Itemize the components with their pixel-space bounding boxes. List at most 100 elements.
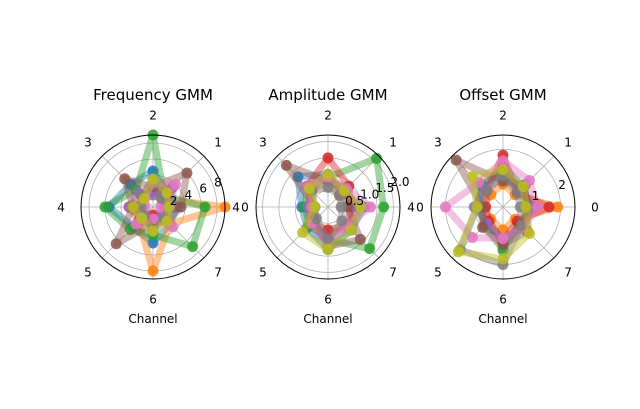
offset-gmm-panel: Offset GMM Channel 1 2 0 1 2 3 4 5 6 7: [407, 86, 599, 326]
data-point: [466, 170, 478, 182]
angle-tick-label: 5: [84, 266, 92, 280]
data-point: [135, 201, 147, 213]
data-point: [532, 201, 544, 213]
series-8: [297, 168, 367, 256]
polar-frame: [80, 134, 226, 280]
x-axis-label: Channel: [478, 312, 527, 326]
data-point: [552, 201, 564, 213]
angle-tick-label: 3: [84, 135, 92, 149]
angle-tick-label: 0: [591, 201, 599, 215]
angle-tick-label: 6: [324, 293, 332, 307]
data-point: [147, 237, 159, 249]
data-point: [147, 213, 159, 225]
data-point: [187, 241, 199, 253]
angle-tick-label: 7: [389, 266, 397, 280]
data-point: [322, 181, 334, 193]
angle-tick-label: 3: [434, 135, 442, 149]
radial-tick-label: 1: [532, 189, 540, 203]
data-point: [292, 171, 304, 183]
angle-tick-label: 0: [416, 201, 424, 215]
data-point: [466, 232, 478, 244]
series-layer: [280, 152, 390, 256]
data-point: [139, 193, 151, 205]
data-point: [127, 201, 139, 213]
data-point: [147, 189, 159, 201]
data-point: [322, 234, 334, 246]
data-point: [543, 201, 555, 213]
data-point: [181, 167, 193, 179]
data-point: [523, 227, 535, 239]
angle-tick-label: 5: [259, 266, 267, 280]
data-point: [371, 152, 383, 164]
polar-frame: [430, 134, 576, 280]
polar-frame: [255, 134, 401, 280]
data-point: [147, 173, 159, 185]
angle-tick-label: 7: [564, 266, 572, 280]
amplitude-gmm-panel: Amplitude GMM Channel 0.51.01.52.0 0 1 2 3 4 5…: [232, 86, 424, 326]
series-layer: [439, 149, 564, 271]
chart-title: Frequency GMM: [93, 86, 213, 104]
data-point: [147, 225, 159, 237]
data-point: [175, 201, 187, 213]
angle-tick-label: 2: [324, 109, 332, 123]
data-point: [517, 181, 529, 193]
data-point: [354, 233, 366, 245]
data-point: [99, 201, 111, 213]
data-point: [452, 246, 464, 258]
data-point: [520, 201, 532, 213]
angle-tick-label: 6: [149, 293, 157, 307]
data-point: [515, 219, 527, 231]
data-point: [147, 265, 159, 277]
angle-tick-label: 2: [149, 109, 157, 123]
radial-tick-label: 1.0: [360, 187, 379, 201]
data-point: [147, 165, 159, 177]
data-point: [477, 221, 489, 233]
angle-tick-label: 1: [564, 135, 572, 149]
data-point: [497, 164, 509, 176]
data-point: [439, 201, 451, 213]
radial-tick-label: 1.5: [375, 181, 394, 195]
data-point: [297, 226, 309, 238]
data-point: [378, 201, 390, 213]
label-layer: 1 2 0 1 2 3 4 5 6 7: [407, 109, 599, 307]
angle-tick-label: 1: [389, 135, 397, 149]
radial-tick-label: 2: [558, 178, 566, 192]
angle-tick-label: 0: [241, 201, 249, 215]
angle-tick-label: 4: [407, 201, 415, 215]
chart-title: Offset GMM: [459, 86, 546, 104]
data-point: [309, 201, 321, 213]
series-layer: [99, 129, 231, 277]
data-point: [322, 168, 334, 180]
data-point: [136, 212, 148, 224]
data-point: [161, 215, 173, 227]
data-point: [322, 244, 334, 256]
data-point: [161, 187, 173, 199]
angle-tick-label: 5: [434, 266, 442, 280]
data-point: [497, 253, 509, 265]
radial-tick-label: 4: [185, 188, 193, 202]
radial-tick-label: 2.0: [390, 175, 409, 189]
data-point: [119, 173, 131, 185]
data-point: [322, 152, 334, 164]
series-8: [452, 164, 535, 265]
data-point: [322, 224, 334, 236]
data-point: [338, 185, 350, 197]
angle-tick-label: 3: [259, 135, 267, 149]
angle-tick-label: 7: [214, 266, 222, 280]
angle-tick-label: 1: [214, 135, 222, 149]
data-point: [170, 178, 182, 190]
data-point: [310, 213, 322, 225]
data-point: [155, 201, 167, 213]
label-layer: 0.51.01.52.0 0 1 2 3 4 5 6 7: [232, 109, 424, 307]
data-point: [450, 154, 462, 166]
x-axis-label: Channel: [128, 312, 177, 326]
series-8: [127, 173, 175, 237]
angle-tick-label: 6: [499, 293, 507, 307]
chart-title: Amplitude GMM: [268, 86, 387, 104]
data-point: [497, 155, 509, 167]
data-point: [199, 201, 211, 213]
x-axis-label: Channel: [303, 312, 352, 326]
